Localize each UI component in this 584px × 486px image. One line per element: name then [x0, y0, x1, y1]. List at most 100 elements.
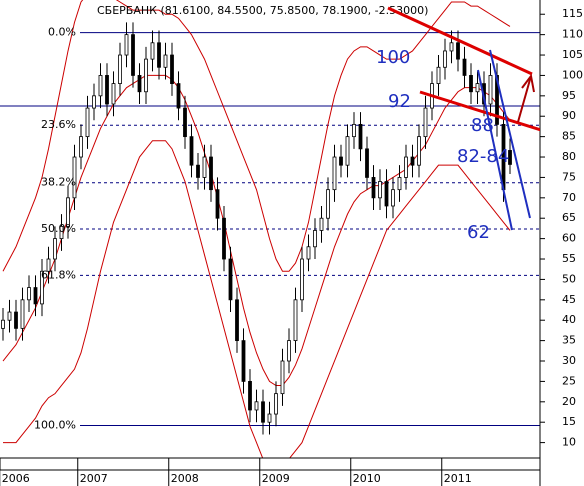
candle-body — [209, 156, 213, 191]
x-tick-label: 2006 — [2, 472, 30, 485]
y-tick-label: 20 — [562, 395, 576, 408]
candle-body — [443, 50, 447, 68]
candle-body — [469, 75, 473, 93]
y-tick-label: 50 — [562, 272, 576, 285]
fib-label: 61.8% — [41, 268, 76, 281]
fib-label: 50.0% — [41, 222, 76, 235]
y-tick-label: 15 — [562, 415, 576, 428]
annotation: 62 — [467, 222, 490, 243]
candle-body — [85, 107, 90, 138]
candle-body — [456, 42, 460, 60]
candle-body — [261, 401, 265, 423]
candle-body — [254, 401, 259, 411]
candle-body — [189, 136, 194, 166]
candle-body — [391, 189, 395, 207]
candle-body — [150, 42, 155, 60]
candle-body — [417, 136, 421, 166]
candle-body — [436, 66, 441, 84]
candle-body — [248, 381, 252, 411]
y-tick-label: 40 — [562, 313, 576, 326]
x-tick-label: 2008 — [171, 472, 199, 485]
candle-body — [449, 42, 454, 52]
annotation: 92 — [388, 91, 411, 112]
candle-body — [235, 299, 239, 342]
candle-body — [293, 299, 298, 342]
candle-body — [462, 58, 467, 76]
candle-body — [215, 189, 220, 219]
candle-body — [313, 230, 317, 248]
candle-body — [46, 258, 51, 272]
y-tick-label: 10 — [562, 436, 576, 449]
channel-line — [387, 6, 533, 76]
candle-body — [92, 95, 96, 109]
annotation: 88 — [471, 115, 494, 136]
candle-body — [183, 107, 187, 138]
candle-body — [170, 54, 174, 84]
x-tick-label: 2009 — [262, 472, 290, 485]
candle-body — [196, 164, 200, 178]
candle-body — [508, 150, 512, 165]
candle-body — [228, 258, 233, 301]
candle-body — [365, 148, 369, 178]
band-line — [3, 140, 511, 458]
x-tick-label: 2007 — [80, 472, 108, 485]
candle-body — [66, 197, 70, 227]
candle-body — [111, 83, 116, 105]
price-pane — [0, 0, 540, 458]
candle-body — [144, 58, 148, 93]
candle-body — [27, 287, 31, 301]
candle-body — [163, 54, 168, 68]
fib-label: 23.6% — [41, 118, 76, 131]
candle-body — [241, 340, 246, 382]
candle-body — [59, 225, 64, 240]
candle-body — [7, 311, 12, 321]
y-tick-label: 95 — [562, 89, 576, 102]
candle-body — [410, 156, 415, 166]
candle-body — [287, 340, 291, 362]
annotation: 82-84 — [457, 146, 509, 167]
candle-body — [274, 393, 278, 415]
y-tick-label: 30 — [562, 354, 576, 367]
candle-body — [358, 123, 363, 150]
y-tick-label: 115 — [562, 7, 583, 20]
candle-body — [378, 181, 382, 199]
x-tick-label: 2011 — [444, 472, 472, 485]
candle-body — [352, 123, 356, 138]
candle-body — [280, 360, 285, 395]
arrow — [517, 75, 532, 123]
y-tick-label: 60 — [562, 232, 576, 245]
candle-body — [384, 181, 389, 207]
candle-body — [306, 246, 311, 260]
candle-body — [202, 156, 207, 178]
candle-body — [79, 136, 83, 158]
candle-body — [339, 156, 343, 166]
candle-body — [33, 287, 38, 305]
y-tick-label: 70 — [562, 191, 576, 204]
candle-body — [176, 83, 181, 109]
candle-body — [326, 189, 330, 219]
x-tick-label: 2010 — [353, 472, 381, 485]
candle-body — [118, 54, 122, 84]
y-tick-label: 35 — [562, 334, 576, 347]
annotation: 100 — [376, 47, 410, 68]
trend-line — [477, 69, 513, 231]
chart-title: СБЕРБАНК (81.6100, 84.5500, 75.8500, 78.… — [97, 4, 428, 17]
volume-pane — [0, 457, 541, 471]
candle-body — [488, 75, 493, 105]
candle-body — [53, 238, 57, 260]
candle-body — [267, 413, 272, 423]
y-tick-label: 100 — [562, 68, 583, 81]
candle-body — [98, 75, 103, 97]
candle-body — [40, 270, 44, 305]
candle-body — [157, 42, 161, 68]
candle-body — [124, 34, 129, 56]
candle-body — [332, 156, 337, 191]
candle-body — [345, 136, 350, 166]
y-tick-label: 85 — [562, 130, 576, 143]
candle-body — [475, 83, 480, 93]
candle-body — [319, 217, 324, 231]
y-tick-label: 110 — [562, 28, 583, 41]
candle-body — [1, 319, 5, 329]
